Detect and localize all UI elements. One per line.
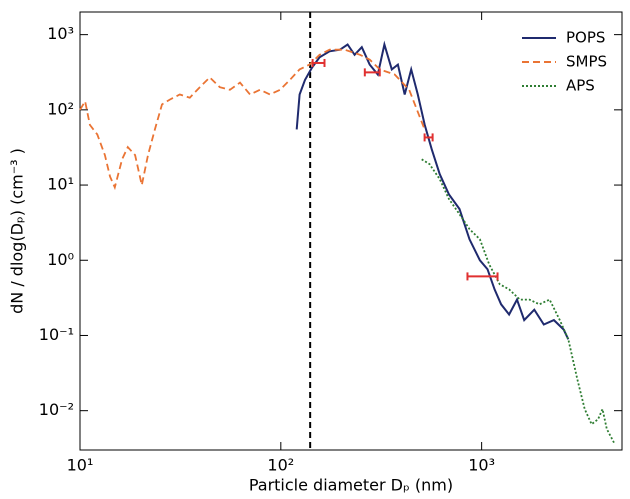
y-axis-label: dN / dlog(Dₚ) (cm⁻³ ) [8, 148, 27, 314]
series-line [295, 40, 570, 340]
x-tick-label: 10² [267, 456, 294, 475]
series-line [79, 48, 426, 191]
legend-label: POPS [566, 29, 605, 47]
y-tick-label: 10¹ [47, 175, 74, 194]
y-tick-label: 10² [47, 99, 74, 118]
legend-label: APS [566, 77, 595, 95]
y-tick-label: 10⁻² [39, 400, 74, 419]
plot-frame [79, 11, 623, 451]
series-line [421, 158, 616, 445]
x-tick-label: 10¹ [67, 456, 94, 475]
legend-label: SMPS [566, 53, 607, 71]
y-tick-label: 10⁰ [47, 250, 74, 269]
y-tick-label: 10⁻¹ [39, 325, 74, 344]
y-tick-label: 10³ [47, 24, 74, 43]
x-tick-label: 10³ [468, 456, 495, 475]
x-axis-label: Particle diameter Dₚ (nm) [249, 476, 453, 495]
